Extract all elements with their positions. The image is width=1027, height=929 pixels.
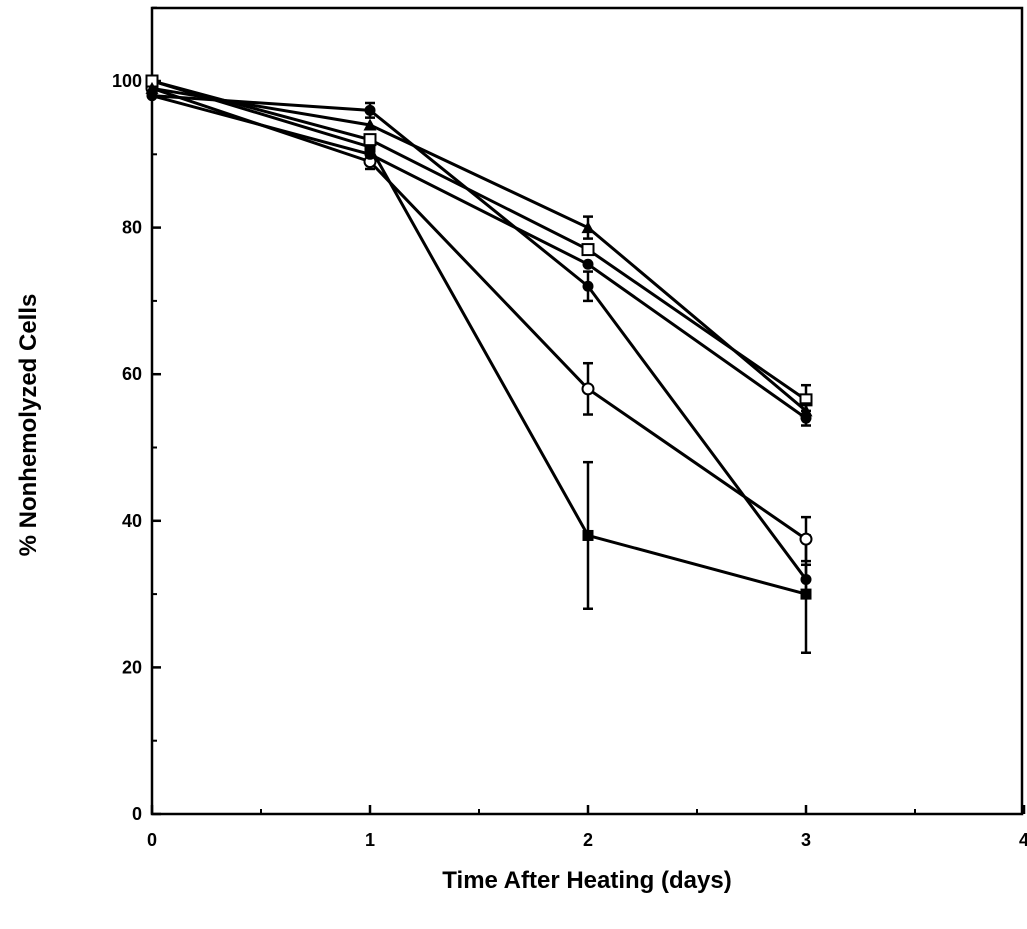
data-point bbox=[581, 243, 595, 257]
x-tick-label: 2 bbox=[583, 830, 593, 850]
data-point bbox=[364, 104, 376, 116]
data-point bbox=[582, 280, 594, 292]
series-0 bbox=[146, 75, 812, 654]
series-5 bbox=[145, 81, 813, 420]
data-point bbox=[799, 532, 813, 546]
series-line bbox=[151, 79, 807, 596]
series-3 bbox=[145, 74, 813, 416]
x-tick-label: 3 bbox=[801, 830, 811, 850]
y-axis-title: % Nonhemolyzed Cells bbox=[15, 294, 42, 557]
series-line bbox=[151, 86, 807, 541]
y-tick-label: 60 bbox=[122, 364, 142, 384]
y-tick-label: 80 bbox=[122, 218, 142, 238]
y-axis-ticks: 0 20 40 60 80 100 bbox=[112, 6, 161, 824]
y-tick-label: 100 bbox=[112, 71, 142, 91]
data-point bbox=[800, 573, 812, 585]
data-point bbox=[799, 404, 813, 417]
y-tick-label: 20 bbox=[122, 657, 142, 677]
data-point bbox=[145, 81, 159, 94]
data-point bbox=[582, 258, 594, 270]
data-point bbox=[581, 221, 595, 234]
x-tick-label: 1 bbox=[365, 830, 375, 850]
series-line bbox=[151, 86, 807, 412]
data-point bbox=[363, 118, 377, 131]
data-point bbox=[363, 133, 377, 147]
data-point bbox=[581, 382, 595, 396]
y-tick-label: 40 bbox=[122, 511, 142, 531]
x-axis-title: Time After Heating (days) bbox=[442, 867, 731, 894]
x-axis-ticks: 0 1 2 3 4 bbox=[147, 805, 1027, 850]
x-tick-label: 4 bbox=[1019, 830, 1027, 850]
data-point bbox=[364, 148, 376, 160]
series-line bbox=[151, 94, 807, 420]
data-point bbox=[364, 141, 376, 153]
data-point bbox=[582, 529, 594, 541]
series-group bbox=[145, 74, 813, 654]
series-line bbox=[151, 94, 808, 581]
series-1 bbox=[145, 81, 813, 563]
series-line bbox=[151, 79, 807, 402]
x-tick-label: 0 bbox=[147, 830, 157, 850]
series-4 bbox=[146, 90, 812, 427]
y-tick-label: 0 bbox=[132, 804, 142, 824]
